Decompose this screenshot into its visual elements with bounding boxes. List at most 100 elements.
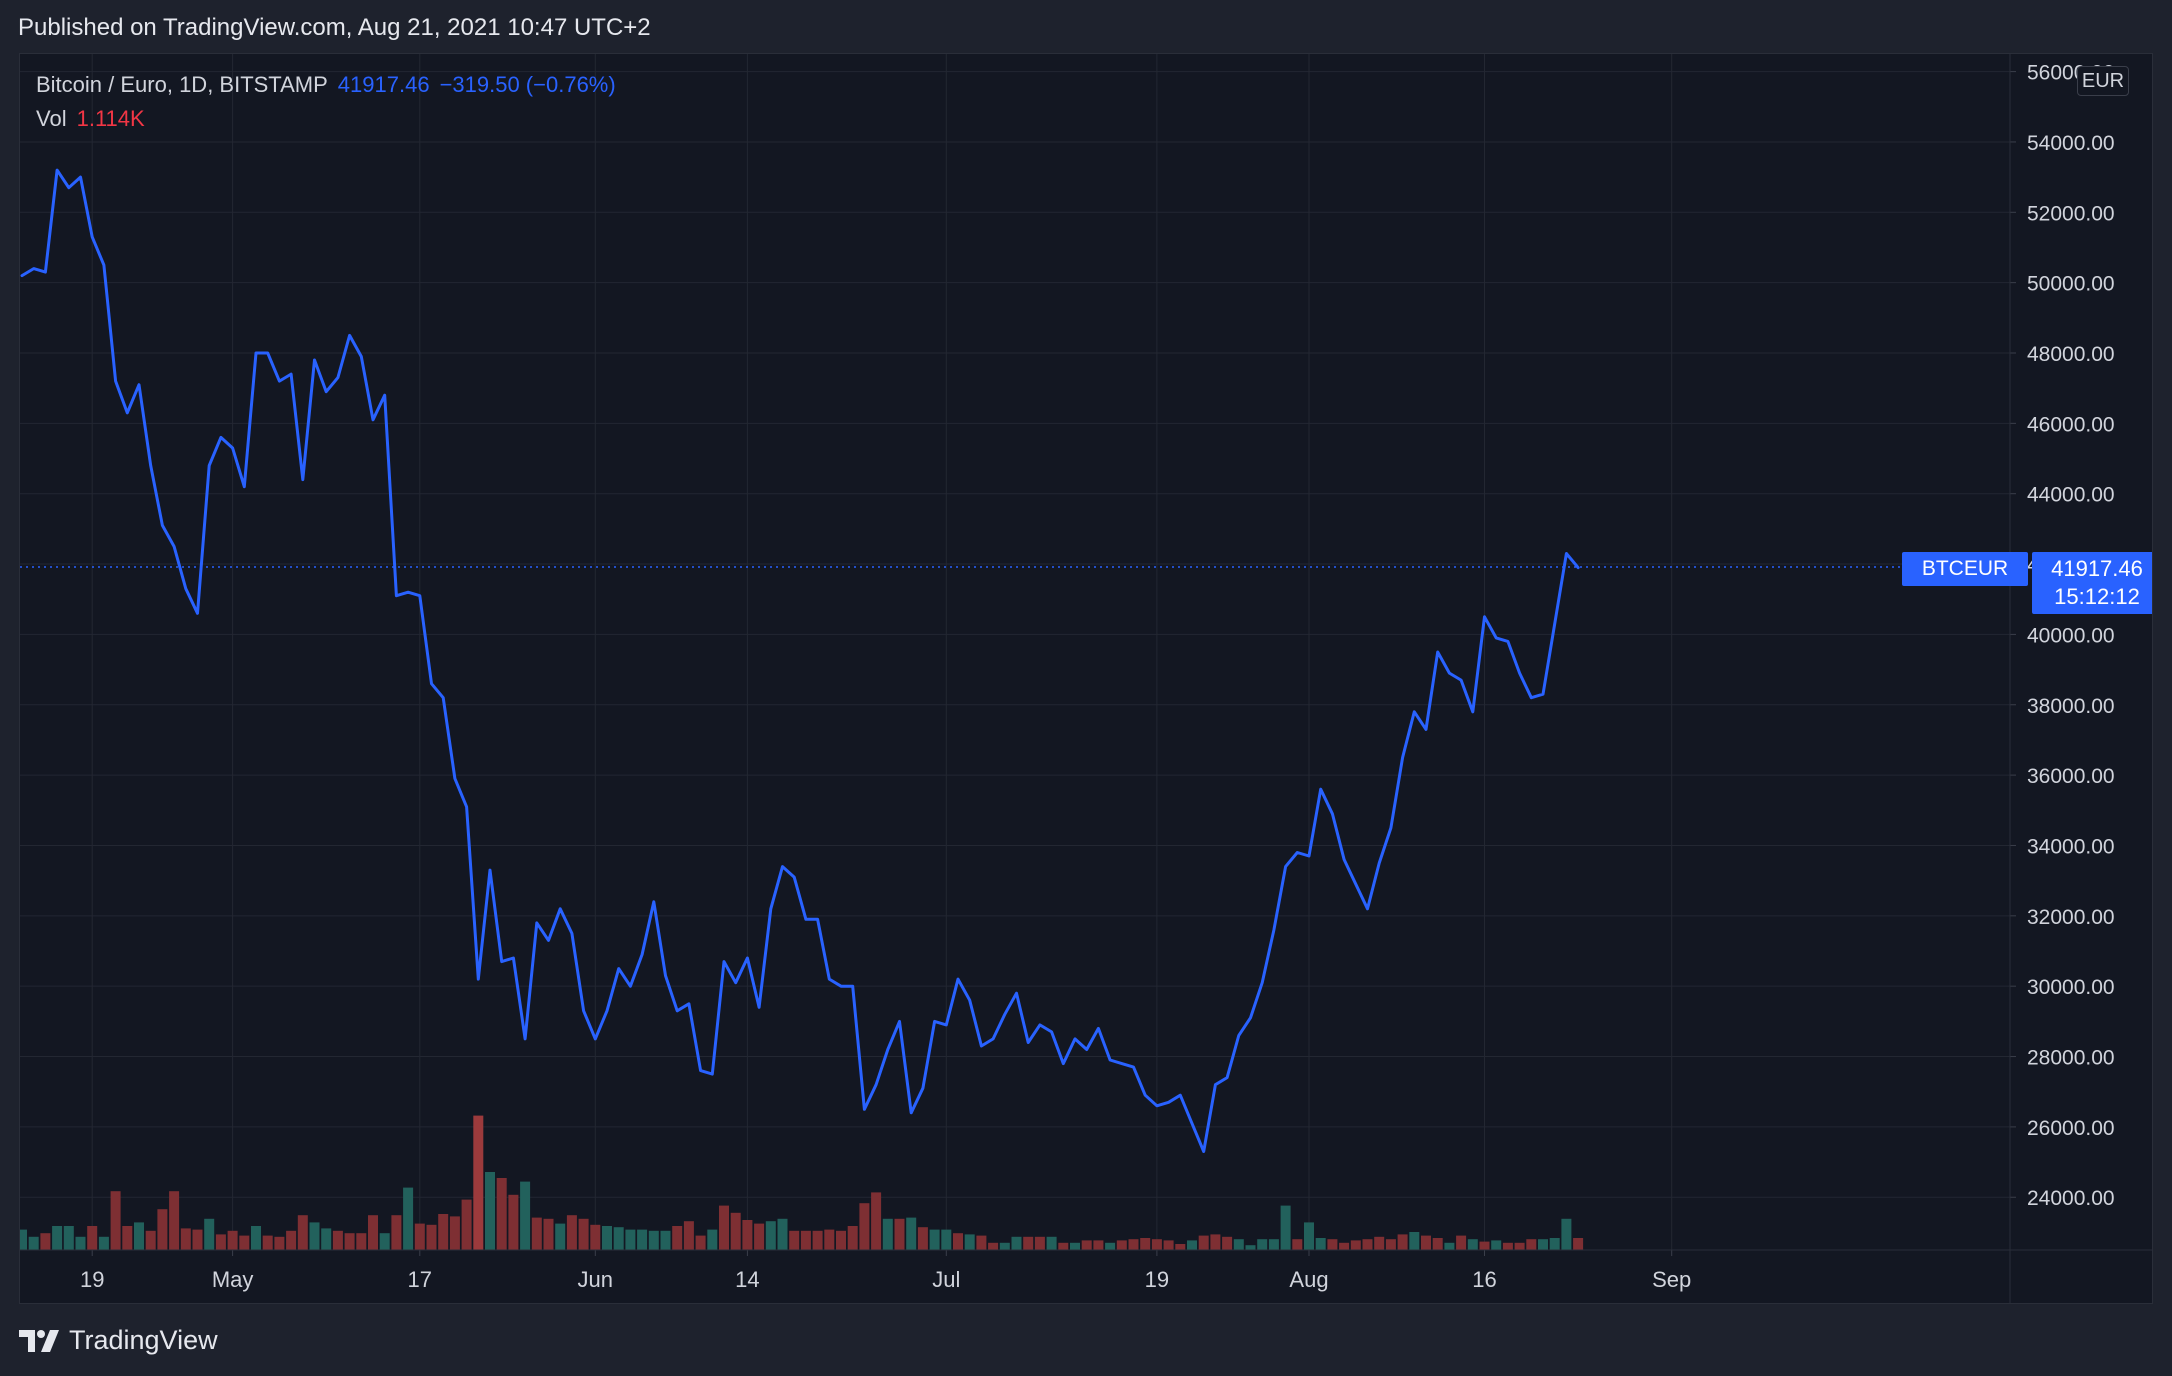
y-tick-label: 48000.00	[2027, 343, 2115, 366]
volume-bar	[1327, 1239, 1338, 1250]
volume-bar	[321, 1228, 332, 1250]
volume-bar	[871, 1192, 882, 1250]
volume-bar	[1011, 1236, 1022, 1250]
brand-name: TradingView	[69, 1325, 218, 1355]
y-tick-label: 26000.00	[2027, 1117, 2115, 1140]
volume-bar	[765, 1221, 776, 1250]
volume-bar	[1514, 1242, 1525, 1250]
x-tick-label: Aug	[1289, 1267, 1328, 1292]
volume-bar	[180, 1228, 191, 1250]
last-price-value: 41917.46	[2051, 556, 2143, 581]
volume-bar	[683, 1221, 694, 1250]
volume-bar	[63, 1226, 74, 1250]
volume-bars	[20, 1115, 1584, 1250]
volume-bar	[1467, 1239, 1478, 1250]
volume-bar	[286, 1230, 297, 1250]
tradingview-brand[interactable]: TradingView	[19, 1325, 218, 1356]
volume-bar	[87, 1226, 98, 1250]
volume-bar	[1385, 1239, 1396, 1250]
volume-bar	[1421, 1235, 1431, 1250]
volume-bar	[1362, 1239, 1373, 1250]
volume-bar	[847, 1226, 858, 1250]
x-tick-label: 19	[1145, 1267, 1169, 1292]
volume-bar	[1070, 1242, 1080, 1250]
x-tick-label: 16	[1472, 1267, 1496, 1292]
volume-bar	[1573, 1238, 1584, 1250]
volume-bar	[1315, 1238, 1326, 1250]
price-line	[20, 168, 2010, 1153]
volume-bar	[1046, 1236, 1057, 1250]
symbol-title[interactable]: Bitcoin / Euro, 1D, BITSTAMP	[36, 72, 328, 97]
volume-label: Vol	[36, 106, 67, 131]
volume-bar	[695, 1235, 706, 1250]
volume-bar	[414, 1223, 425, 1250]
x-tick-label: Jul	[932, 1267, 960, 1292]
axes: 56000.0054000.0052000.0050000.0048000.00…	[20, 54, 2152, 1303]
volume-bar	[239, 1235, 250, 1250]
volume-value: 1.114K	[76, 106, 145, 131]
volume-bar	[754, 1223, 765, 1250]
currency-button[interactable]: EUR	[2077, 66, 2129, 96]
volume-bar	[917, 1227, 928, 1250]
volume-bar	[98, 1236, 109, 1250]
volume-bar	[1409, 1232, 1420, 1250]
x-tick-label: May	[212, 1267, 254, 1292]
volume-bar	[145, 1230, 156, 1250]
volume-bar	[344, 1233, 355, 1250]
volume-bar	[215, 1234, 226, 1250]
volume-bar	[1502, 1242, 1513, 1250]
volume-bar	[1233, 1239, 1244, 1250]
volume-bar	[134, 1222, 144, 1250]
volume-bar	[625, 1229, 636, 1250]
volume-bar	[988, 1242, 999, 1250]
volume-bar	[332, 1230, 343, 1250]
volume-bar	[28, 1236, 39, 1250]
symbol-legend[interactable]: Bitcoin / Euro, 1D, BITSTAMP 41917.46 −319…	[36, 72, 616, 98]
volume-bar	[578, 1218, 589, 1250]
volume-bar	[508, 1194, 519, 1250]
y-tick-label: 24000.00	[2027, 1187, 2115, 1210]
volume-bar	[192, 1229, 203, 1250]
volume-bar	[1175, 1244, 1186, 1250]
volume-bar	[251, 1226, 261, 1250]
y-tick-label: 32000.00	[2027, 906, 2115, 929]
volume-bar	[1163, 1240, 1174, 1250]
volume-bar	[1292, 1239, 1303, 1250]
volume-bar	[637, 1229, 648, 1250]
volume-bar	[110, 1191, 121, 1250]
volume-bar	[964, 1234, 975, 1250]
volume-bar	[812, 1230, 823, 1250]
volume-bar	[1081, 1240, 1092, 1250]
volume-bar	[520, 1181, 531, 1250]
volume-bar	[122, 1226, 133, 1250]
volume-bar	[297, 1215, 308, 1250]
volume-bar	[1350, 1240, 1361, 1250]
volume-bar	[461, 1199, 472, 1250]
volume-bar	[648, 1230, 659, 1250]
price-chart[interactable]: 56000.0054000.0052000.0050000.0048000.00…	[20, 54, 2153, 1304]
volume-bar	[789, 1230, 800, 1250]
y-tick-label: 50000.00	[2027, 273, 2115, 296]
chart-panel[interactable]: 56000.00 54000.00 52000.00 50000.00 48000.00…	[19, 53, 2153, 1304]
volume-bar	[999, 1242, 1010, 1250]
y-tick-label: 54000.00	[2027, 132, 2115, 155]
volume-bar	[602, 1226, 612, 1250]
volume-bar	[1245, 1245, 1256, 1250]
volume-bar	[204, 1218, 215, 1250]
volume-bar	[1268, 1239, 1279, 1250]
volume-bar	[1034, 1236, 1045, 1250]
volume-bar	[274, 1236, 285, 1250]
volume-bar	[1105, 1242, 1116, 1250]
volume-bar	[800, 1230, 811, 1250]
x-tick-label: 19	[80, 1267, 104, 1292]
volume-legend[interactable]: Vol 1.114K	[36, 106, 145, 132]
y-tick-label: 40000.00	[2027, 624, 2115, 647]
y-tick-label: 28000.00	[2027, 1047, 2115, 1070]
volume-bar	[75, 1236, 86, 1250]
bar-countdown: 15:12:12	[2054, 584, 2140, 609]
volume-bar	[169, 1191, 180, 1250]
volume-bar	[449, 1216, 460, 1250]
y-tick-label: 44000.00	[2027, 484, 2115, 507]
volume-bar	[1549, 1238, 1560, 1250]
volume-bar	[1210, 1234, 1221, 1250]
